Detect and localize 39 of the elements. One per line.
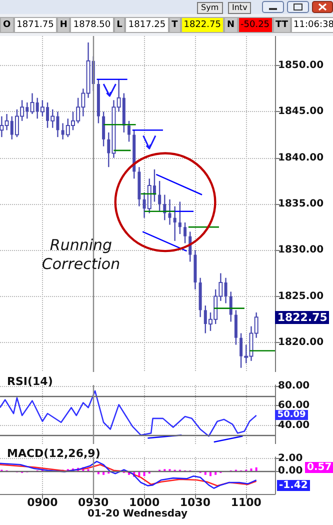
chart-title: RSI(14) — [7, 375, 53, 388]
text: Intv — [228, 2, 252, 14]
text: T — [168, 17, 181, 33]
x-tick-label: 0930 — [78, 496, 110, 509]
x-axis-title: 01-20 Wednesday — [87, 508, 188, 520]
text: 1822.75 — [180, 17, 224, 33]
annotation: Running Correction — [40, 236, 122, 274]
y-tick-label: 2.00 — [278, 452, 303, 464]
y-tick-label: 0.00 — [278, 466, 303, 477]
text: Sym — [197, 2, 223, 14]
y-tick-label: 1850.00 — [278, 60, 324, 72]
text: L — [114, 17, 126, 33]
annotation: 1822.75 — [275, 310, 330, 324]
text: 11:06:38 — [290, 17, 333, 33]
y-tick-label: 1830.00 — [278, 244, 324, 256]
text: TT — [272, 17, 291, 33]
annotation: 50.09 — [275, 410, 308, 420]
y-tick-label: 1820.00 — [278, 336, 324, 348]
y-tick-label: 40.00 — [278, 420, 310, 431]
text: O — [0, 17, 14, 33]
text: -1.42 — [277, 480, 310, 491]
y-tick-label: 1840.00 — [278, 152, 324, 164]
x-tick-label: 1000 — [128, 496, 160, 509]
text: -50.25 — [238, 17, 273, 33]
text: H — [56, 17, 70, 33]
text: 1878.50 — [70, 17, 114, 33]
y-tick-label: 60.00 — [278, 400, 310, 412]
x-tick-label: 1100 — [230, 496, 262, 509]
y-tick-label: 80.00 — [278, 380, 310, 392]
text: 0.57 — [305, 462, 333, 473]
y-tick-label: 1835.00 — [278, 198, 324, 210]
x-tick-label: 1030 — [180, 496, 211, 509]
text: 1817.25 — [125, 17, 169, 33]
text: 1871.75 — [14, 17, 57, 33]
chart-title: MACD(12,26,9) — [7, 447, 100, 460]
x-tick-label: 0900 — [27, 496, 58, 509]
text: N — [224, 17, 238, 33]
y-tick-label: 1845.00 — [278, 106, 324, 118]
y-tick-label: 1825.00 — [278, 290, 324, 302]
